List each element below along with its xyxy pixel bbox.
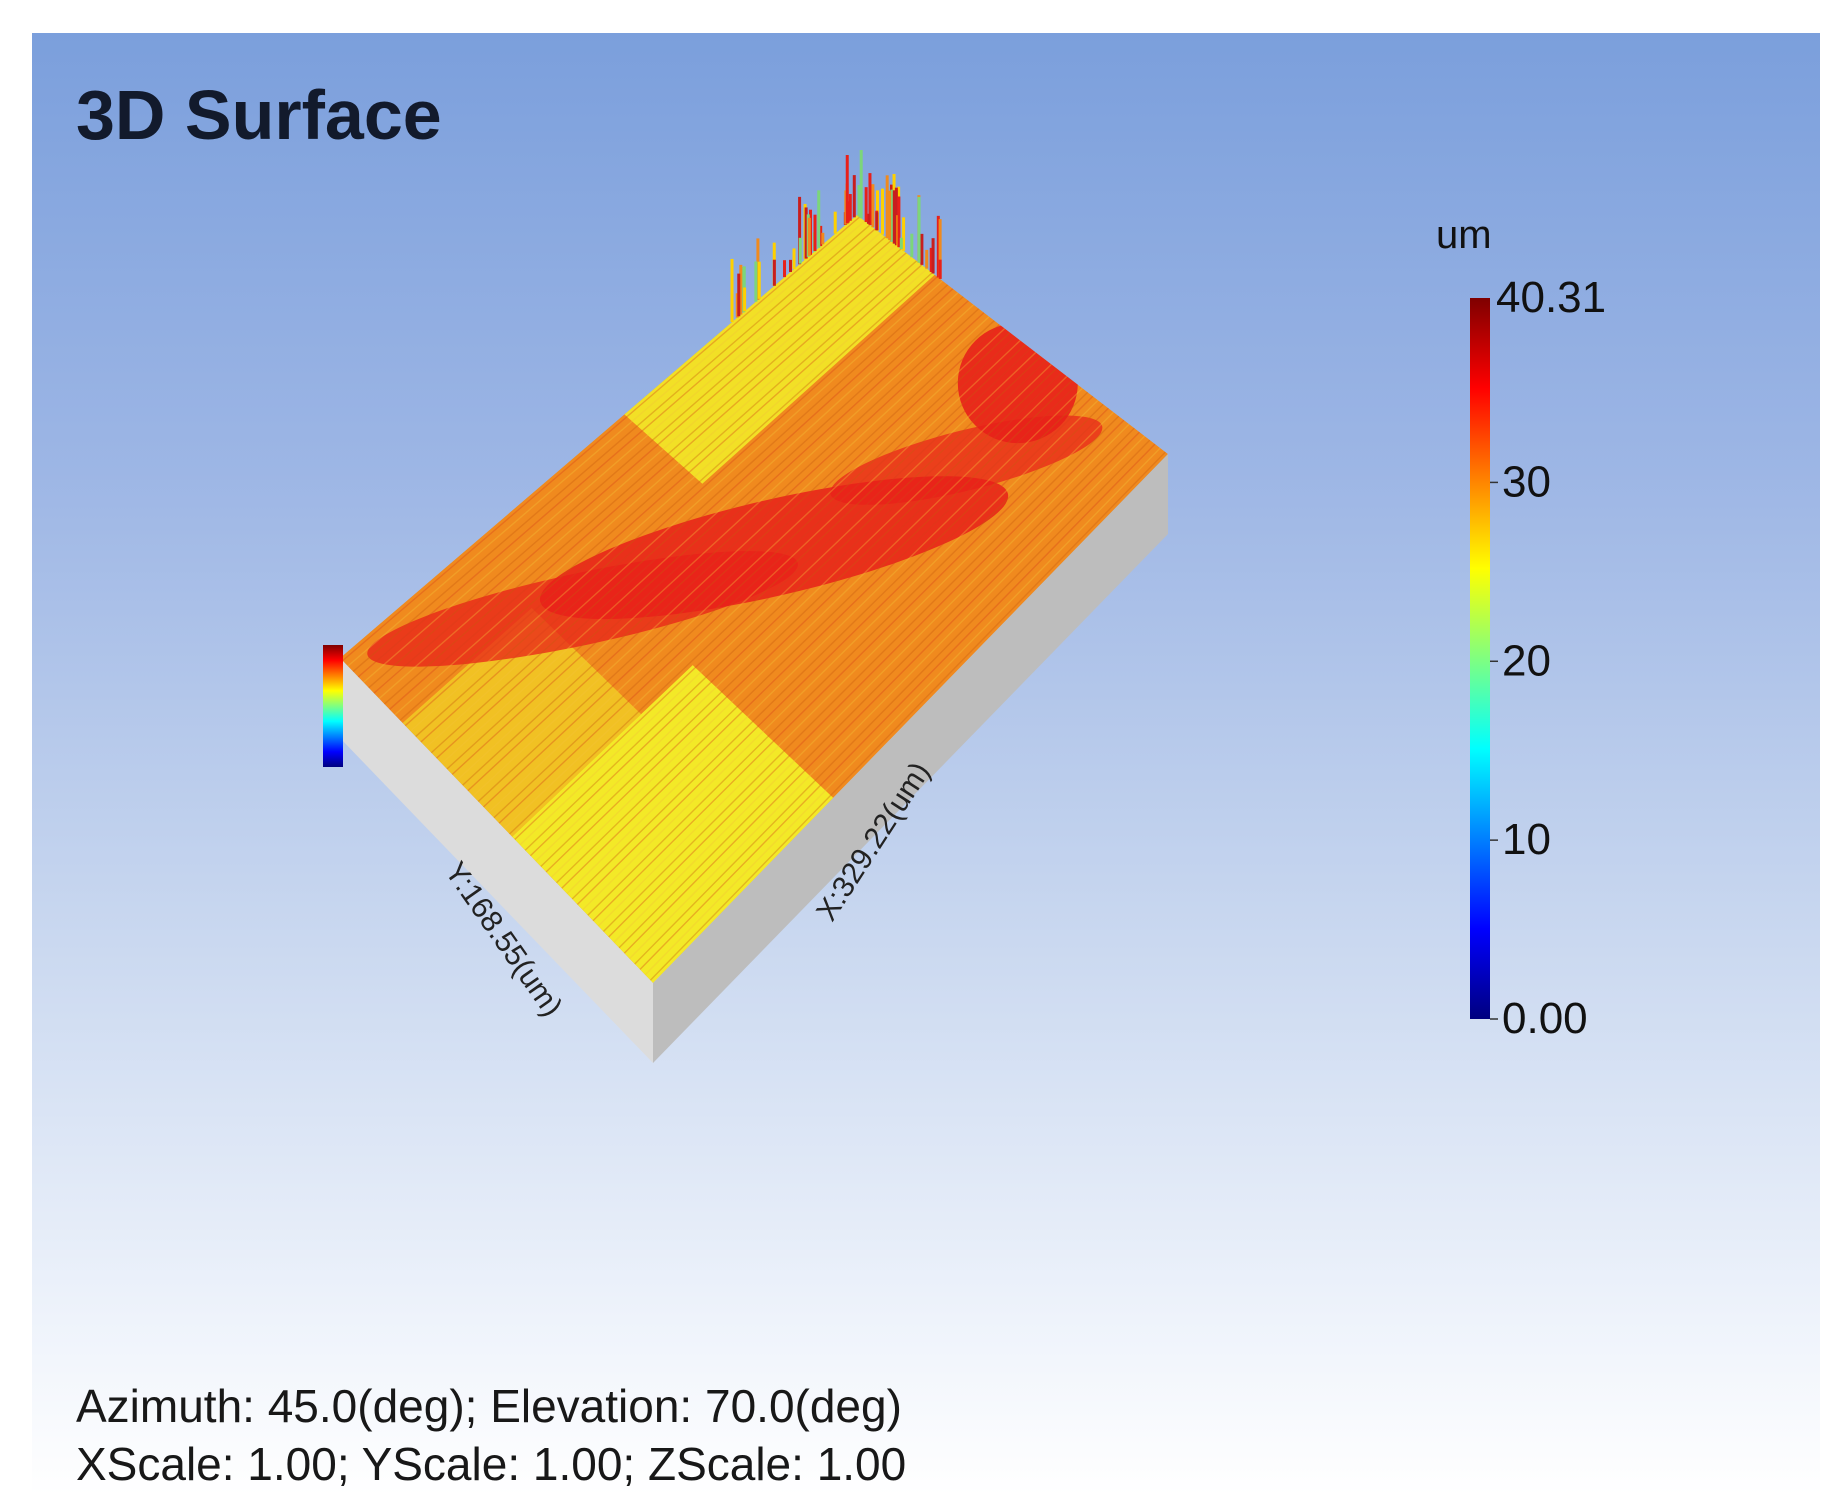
surface-texture-line [571,391,1089,900]
surface-texture-line [629,435,1146,960]
surface-texture-line [488,328,1006,813]
colorbar-tick-label: 0.00 [1502,994,1588,1043]
surface-texture-line [634,439,1151,965]
surface-texture-line [352,224,871,673]
surface-texture-line [592,407,1109,922]
chart-panel: 3D Surface Y:168.55(um) X:329.22(um) um … [32,33,1820,1495]
colorbar-max-label: 40.31 [1496,273,1606,322]
mini-colorbar [323,645,343,767]
surface-low-region [402,607,642,837]
surface-spikes [730,150,942,323]
surface-texture-line [378,244,897,700]
surface-texture-line [462,308,980,786]
surface-texture-line [649,451,1166,981]
surface-texture-line [409,268,928,732]
surface-texture-line [441,292,959,765]
view-info: Azimuth: 45.0(deg); Elevation: 70.0(deg)… [76,1377,906,1493]
colorbar-unit-label: um [1436,213,1492,257]
surface-texture-line [493,331,1011,819]
surface-texture-line [524,355,1042,851]
surface-texture-line [342,216,861,662]
surface-texture-line [608,419,1125,938]
surface-plot: Y:168.55(um) X:329.22(um) um 0.00102030 … [323,150,1606,1063]
surface-texture-line [613,423,1130,943]
surface-texture-line [582,399,1099,911]
surface-texture-line [540,367,1058,868]
surface-texture-line [477,320,995,803]
surface-texture-line [566,387,1083,895]
surface-texture-line [425,280,943,748]
surface-texture-line [550,375,1068,878]
surface-texture-line [644,447,1161,976]
box-right-face [653,454,1168,1063]
view-angles-text: Azimuth: 45.0(deg); Elevation: 70.0(deg) [76,1380,902,1432]
surface-low-region [512,665,834,983]
surface-texture-line [399,260,918,721]
surface-high-region [367,551,798,667]
colorbar [1470,298,1490,1019]
surface-texture-line [503,339,1021,830]
surface-texture-line [576,395,1094,905]
colorbar-tick-label: 30 [1502,457,1551,506]
surface-texture-line [347,220,866,667]
surface-texture-line [368,236,886,689]
surface-texture-line [597,411,1115,927]
surface-top [340,215,1168,983]
surface-texture-line [519,351,1037,846]
surface-low-region [624,215,935,484]
surface-texture-line [556,379,1073,884]
surface-texture-line [389,252,907,710]
box-left-face [340,658,653,1063]
colorbar-ticks: 0.00 10 20 30 [1490,457,1588,1043]
surface-texture-line [514,347,1032,840]
surface-texture-line [509,343,1026,835]
surface-texture-line [446,296,964,770]
view-scales-text: XScale: 1.00; YScale: 1.00; ZScale: 1.00 [76,1438,907,1490]
colorbar-tick-label: 10 [1502,815,1551,864]
surface-texture-line [436,288,954,759]
surface-texture-line [451,300,969,775]
surface-texture-line [394,256,912,716]
surface-texture-line [618,427,1135,949]
surface-texture-line [472,316,990,797]
surface-texture-line [529,359,1047,857]
surface-texture-line [639,443,1156,970]
surface-texture-line [623,431,1140,954]
surface-texture-line [561,383,1078,889]
surface-texture-line [383,248,902,705]
surface-texture-line [456,304,975,781]
surface-texture-line [498,335,1016,824]
surface-texture-line [357,228,876,678]
surface-texture-line [467,312,985,792]
colorbar-tick-label: 20 [1502,636,1551,685]
surface-texture-line [373,240,892,694]
surface-texture-line [545,371,1063,873]
surface-texture-line [404,264,923,727]
surface-texture-line [363,232,881,683]
chart-title: 3D Surface [76,76,442,154]
surface-texture-line [535,363,1052,862]
surface-texture-line [415,272,933,738]
surface-texture-line [430,284,949,754]
surface-texture-line [482,324,1001,808]
surface-texture-line [587,403,1104,916]
surface-texture-line [602,415,1120,933]
surface-texture-line [420,276,938,743]
